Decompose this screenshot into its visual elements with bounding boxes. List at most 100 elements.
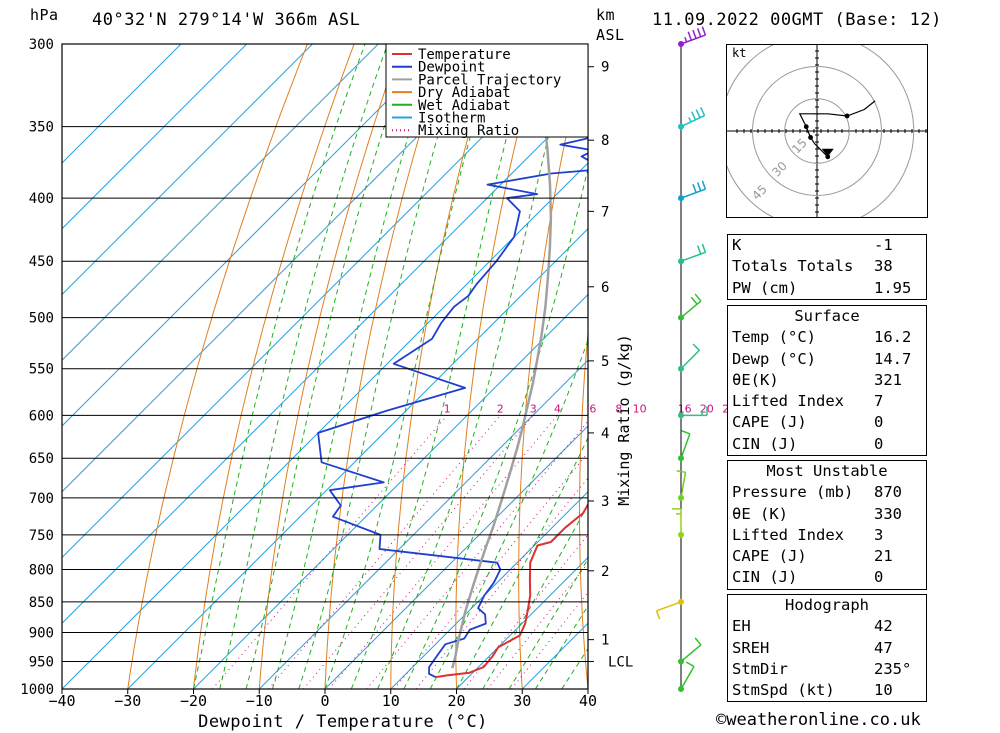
dry-adiabat-line (258, 44, 402, 689)
dry-adiabat-line (324, 44, 448, 689)
dry-adiabat-line (958, 44, 1000, 689)
surface-dewp-value: 14.7 (874, 349, 912, 368)
pressure-tick-label: 350 (29, 120, 54, 136)
pressure-tick-label: 900 (29, 626, 54, 642)
wind-barb (680, 644, 702, 663)
mixing-ratio-axis-label: Mixing Ratio (g/kg) (615, 334, 633, 506)
dry-adiabat-line (639, 44, 681, 689)
legend-label: Mixing Ratio (418, 123, 519, 139)
legend-label: Wet Adiabat (418, 98, 511, 114)
surface-cin-value: 0 (874, 434, 884, 453)
surface-cape-value: 0 (874, 413, 884, 432)
x-tick-label: 10 (382, 692, 400, 710)
wind-barb-flag (691, 111, 697, 121)
legend-label: Dewpoint (418, 60, 485, 76)
pressure-tick-label: 450 (29, 254, 54, 270)
stmdir-value: 235° (874, 659, 912, 678)
isotherm-line (62, 44, 313, 296)
legend-label: Temperature (418, 47, 511, 63)
wind-barb-flag (701, 26, 707, 36)
mixing-ratio-label: 3 (530, 402, 537, 415)
totals-label: Totals Totals (732, 257, 854, 276)
hodograph-point (803, 124, 809, 130)
x-tick-label: 0 (320, 692, 329, 710)
surface-table: Surface Temp (°C) 16.2 Dewp (°C) 14.7 θE(K… (727, 305, 927, 457)
wind-barb (680, 433, 691, 459)
wet-adiabat-line (482, 503, 588, 689)
stmspd-label: StmSpd (kt) (732, 681, 835, 700)
pressure-tick-label: 1000 (20, 682, 54, 698)
hodograph-point (844, 113, 850, 119)
legend-box (385, 43, 589, 138)
pressure-tick-label: 400 (29, 191, 54, 207)
wind-barb (680, 300, 702, 319)
wind-barb-flag (692, 183, 697, 193)
hodograph-trace (798, 100, 876, 158)
wind-barb (680, 472, 687, 499)
pressure-tick-label: 550 (29, 362, 54, 378)
km-tick-label: 5 (601, 354, 609, 370)
mu-cin-label: CIN (J) (732, 568, 798, 587)
wind-barb-flag (676, 470, 686, 474)
wind-barb-flag (695, 109, 701, 119)
hodograph-unit-label: kt (732, 46, 747, 60)
isotherm-line (62, 44, 182, 164)
height-unit-label: km (596, 6, 616, 24)
wind-barb-flag (690, 296, 698, 305)
surface-temp-label: Temp (°C) (732, 328, 816, 347)
wind-barb-flag (696, 245, 702, 255)
pressure-tick-label: 950 (29, 655, 54, 671)
surface-cape-label: CAPE (J) (732, 413, 807, 432)
surface-cin-label: CIN (J) (732, 434, 798, 453)
sreh-label: SREH (732, 638, 770, 657)
wind-barb-half (684, 36, 688, 43)
surface-thetae-value: 321 (874, 370, 902, 389)
hodograph-ring-label: 30 (769, 159, 790, 180)
hodograph-ring (727, 45, 915, 217)
most-unstable-heading: Most Unstable (727, 460, 927, 483)
wind-barb (680, 251, 706, 262)
pressure-unit-label: hPa (30, 6, 59, 24)
wind-barb-flag (694, 293, 702, 302)
dry-adiabat-line (127, 44, 308, 689)
wind-barb-half (688, 117, 692, 123)
mixing-ratio-line (393, 451, 588, 689)
isotherm-line (456, 556, 588, 689)
dry-adiabat-line (455, 44, 541, 689)
km-tick-label: 4 (601, 426, 609, 442)
hodograph: 15 30 45 kt (726, 44, 928, 218)
surface-temp-value: 16.2 (874, 328, 912, 347)
wind-barb (656, 601, 682, 612)
hodograph-heading: Hodograph (727, 594, 927, 617)
k-value: -1 (874, 236, 893, 254)
hodograph-ring (784, 98, 850, 164)
lcl-label: LCL (608, 655, 633, 671)
mixing-ratio-line (268, 414, 501, 689)
isotherm-line (62, 162, 588, 689)
wind-barb (680, 349, 700, 370)
isotherm-line (324, 425, 588, 689)
isotherm-line (258, 359, 588, 689)
mixing-ratio-label: 8 (615, 402, 622, 415)
mu-thetae-value: 330 (874, 504, 902, 523)
wind-barb-flag (701, 243, 707, 253)
km-tick-label: 3 (601, 494, 609, 510)
pressure-tick-label: 800 (29, 562, 54, 578)
wind-barb-flag (692, 29, 697, 39)
pressure-tick-label: 700 (29, 491, 54, 507)
wind-barb (680, 114, 705, 128)
km-tick-label: 9 (601, 60, 609, 76)
datetime-title: 11.09.2022 00GMT (Base: 12) (652, 10, 942, 30)
wind-barb-flag (696, 182, 702, 192)
pressure-tick-label: 650 (29, 451, 54, 467)
surface-thetae-label: θE(K) (732, 370, 779, 389)
mixing-ratio-label: 1 (444, 402, 451, 415)
surface-li-label: Lifted Index (732, 392, 844, 411)
credit-link[interactable]: ©weatheronline.co.uk (716, 710, 921, 730)
x-tick-label: −10 (246, 692, 273, 710)
km-tick-label: 6 (601, 280, 609, 296)
x-axis-label: Dewpoint / Temperature (°C) (198, 712, 488, 732)
isotherm-line (62, 44, 511, 493)
most-unstable-table: Most Unstable Pressure (mb) 870 θE (K) 330… (727, 460, 927, 590)
